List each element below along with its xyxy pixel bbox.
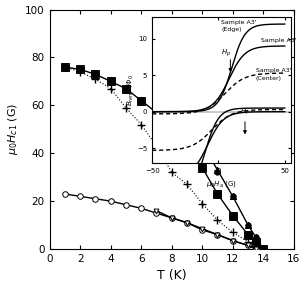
Y-axis label: $\mu_0H_{c1}$ (G): $\mu_0H_{c1}$ (G) [6, 103, 20, 156]
X-axis label: T (K): T (K) [157, 270, 187, 283]
